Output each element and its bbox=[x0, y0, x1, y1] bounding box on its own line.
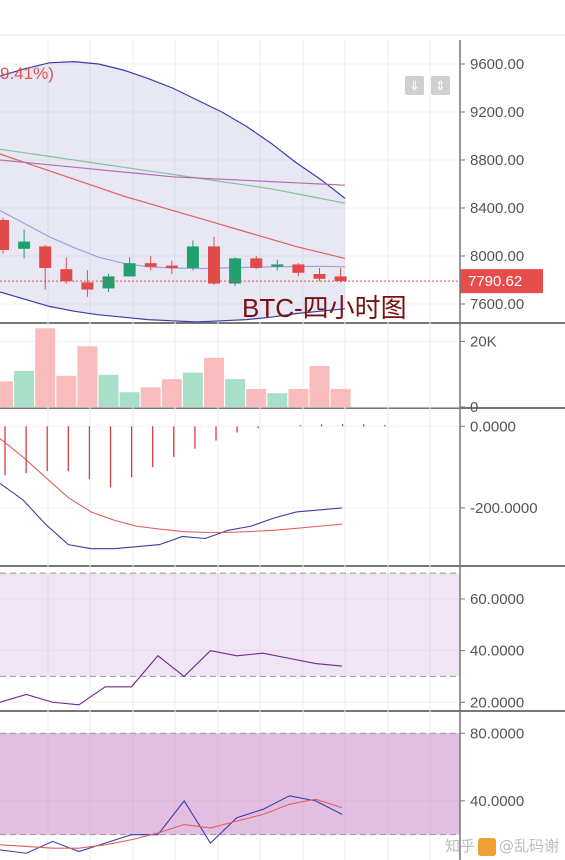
candle-body bbox=[292, 264, 305, 273]
gridlines bbox=[0, 34, 565, 860]
y-tick-label: 0 bbox=[470, 399, 478, 416]
volume-bar bbox=[309, 366, 330, 407]
candle-body bbox=[313, 274, 326, 279]
volume-bar bbox=[330, 388, 351, 407]
y-tick-label: 9200.00 bbox=[470, 104, 524, 121]
volume-bar bbox=[267, 393, 288, 407]
volume-bar bbox=[204, 357, 224, 407]
y-tick-label: 20.0000 bbox=[470, 694, 524, 711]
volume-bar bbox=[246, 388, 267, 407]
y-tick-label: -200.0000 bbox=[470, 500, 538, 517]
current-price-label: 7790.62 bbox=[468, 273, 522, 290]
y-tick-label: 8400.00 bbox=[470, 200, 524, 217]
volume-bar bbox=[225, 379, 246, 407]
price-series-line-5 bbox=[0, 159, 346, 186]
candle-body bbox=[123, 263, 136, 277]
candle-body bbox=[60, 269, 73, 282]
current-price-box bbox=[460, 269, 543, 294]
oscillator-series-line-0 bbox=[0, 795, 343, 854]
oscillator-series-line-1 bbox=[0, 798, 343, 849]
y-tick-label: 20K bbox=[470, 333, 497, 350]
price-panel: 7790.62 bbox=[0, 60, 543, 323]
volume-bar bbox=[140, 387, 161, 407]
candle-body bbox=[102, 276, 115, 289]
scroll-down-button[interactable]: ⇓ bbox=[405, 76, 424, 95]
y-tick-label: 80.0000 bbox=[470, 725, 524, 742]
macd-panel bbox=[0, 423, 386, 550]
y-tick-label: 9600.00 bbox=[470, 56, 524, 73]
price-series-line-3 bbox=[0, 153, 346, 259]
y-tick-label: 8000.00 bbox=[470, 248, 524, 265]
volume-bar bbox=[56, 375, 77, 407]
volume-bar bbox=[0, 381, 13, 407]
macd-series-line-0 bbox=[0, 482, 343, 550]
candle-body bbox=[0, 220, 9, 250]
y-tick-label: 0.0000 bbox=[470, 418, 516, 435]
candle-body bbox=[250, 258, 263, 268]
volume-bar bbox=[77, 346, 98, 407]
chart-title: BTC-四小时图 bbox=[242, 293, 407, 323]
candle-body bbox=[334, 276, 347, 282]
candle-body bbox=[186, 246, 199, 268]
y-tick-label: 40.0000 bbox=[470, 793, 524, 810]
percent-change: 9.41%) bbox=[0, 64, 54, 83]
volume-bar bbox=[35, 328, 56, 407]
y-tick-label: 40.0000 bbox=[470, 643, 524, 660]
kdj-panel bbox=[0, 732, 460, 854]
watermark-logo-icon bbox=[477, 837, 496, 856]
expand-button[interactable]: ⇕ bbox=[431, 76, 450, 95]
watermark: 知乎 @乱码谢 bbox=[445, 835, 559, 856]
volume-panel bbox=[0, 328, 351, 407]
candle-body bbox=[208, 246, 220, 284]
candle-body bbox=[81, 282, 94, 290]
y-axis: 9600.00 9200.00 8800.00 8400.00 8000.00 7600.… bbox=[459, 40, 538, 860]
oscillator-band-fill bbox=[0, 733, 460, 835]
oscillator-band-fill bbox=[0, 573, 460, 677]
candle-body bbox=[144, 263, 157, 267]
candle-body bbox=[271, 264, 284, 267]
price-series-line-1 bbox=[0, 291, 346, 323]
y-tick-label: 8800.00 bbox=[470, 152, 524, 169]
macd-series-line-1 bbox=[0, 438, 343, 533]
y-tick-label: 60.0000 bbox=[470, 591, 524, 608]
bollinger-band-fill bbox=[0, 61, 345, 322]
volume-bar bbox=[119, 392, 140, 407]
volume-bar bbox=[14, 370, 35, 407]
watermark-text-left: 知乎 bbox=[444, 837, 475, 855]
candle-body bbox=[39, 246, 52, 268]
y-tick-label: 7600.00 bbox=[470, 296, 524, 313]
price-series-line-4 bbox=[0, 148, 346, 204]
volume-bar bbox=[182, 372, 203, 407]
price-series-line-0 bbox=[0, 60, 346, 199]
watermark-text-right: @乱码谢 bbox=[498, 837, 559, 855]
volume-bar bbox=[288, 388, 309, 407]
rsi-panel bbox=[0, 572, 460, 706]
volume-bar bbox=[161, 379, 182, 407]
volume-bar bbox=[98, 374, 119, 407]
oscillator-series-line-0 bbox=[0, 650, 343, 706]
candle-body bbox=[229, 258, 242, 284]
candle-body bbox=[18, 241, 31, 249]
candle-body bbox=[165, 265, 178, 268]
